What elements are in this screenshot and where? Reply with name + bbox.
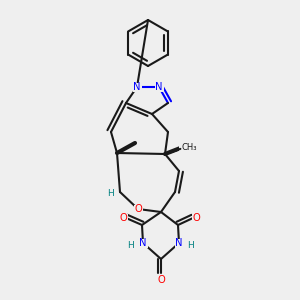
Text: N: N xyxy=(155,82,163,92)
FancyBboxPatch shape xyxy=(133,82,142,91)
Text: O: O xyxy=(192,213,200,223)
FancyBboxPatch shape xyxy=(139,238,148,247)
Text: O: O xyxy=(134,204,142,214)
FancyBboxPatch shape xyxy=(118,214,127,223)
Text: O: O xyxy=(119,213,127,223)
FancyBboxPatch shape xyxy=(184,142,193,151)
Text: H: H xyxy=(106,190,113,199)
Text: H: H xyxy=(188,242,194,250)
Text: N: N xyxy=(175,238,183,248)
FancyBboxPatch shape xyxy=(127,242,136,250)
Text: CH₃: CH₃ xyxy=(181,143,197,152)
Text: N: N xyxy=(139,238,147,248)
Text: O: O xyxy=(157,275,165,285)
Text: H: H xyxy=(128,242,134,250)
Text: N: N xyxy=(133,82,141,92)
FancyBboxPatch shape xyxy=(157,275,166,284)
FancyBboxPatch shape xyxy=(187,242,196,250)
FancyBboxPatch shape xyxy=(134,205,142,214)
FancyBboxPatch shape xyxy=(106,190,115,199)
FancyBboxPatch shape xyxy=(175,238,184,247)
FancyBboxPatch shape xyxy=(191,214,200,223)
FancyBboxPatch shape xyxy=(154,82,164,91)
FancyBboxPatch shape xyxy=(179,143,199,152)
